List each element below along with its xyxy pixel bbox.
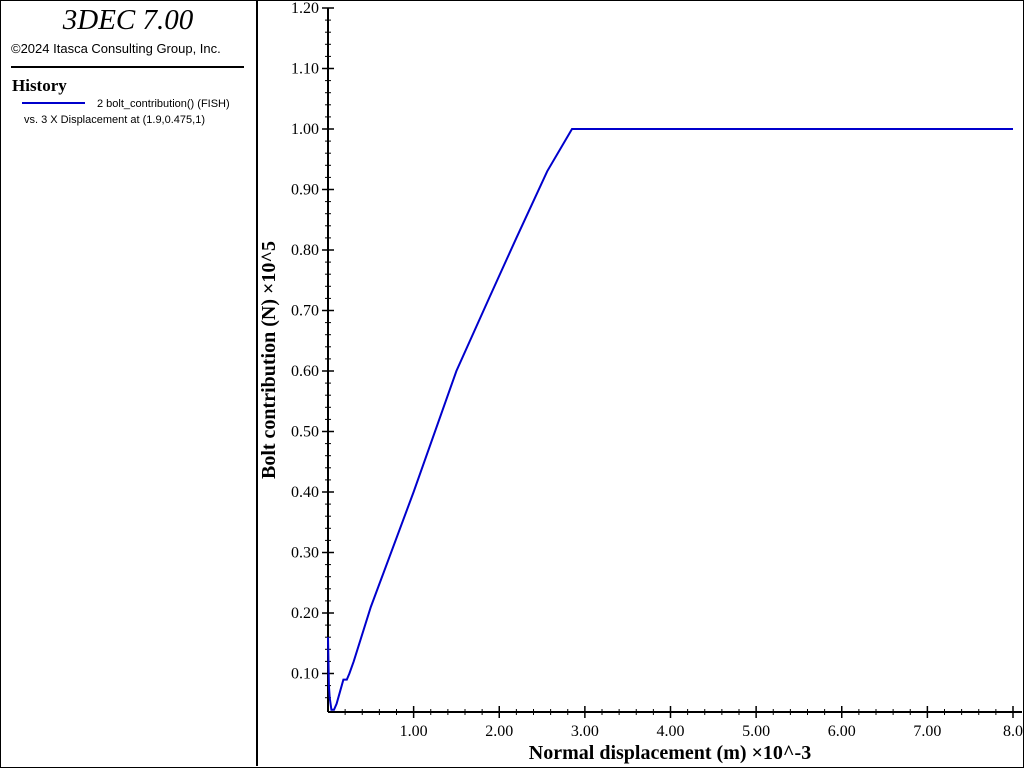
x-axis-title: Normal displacement (m) ×10^-3 (529, 742, 811, 764)
x-tick-label: 8.0 (1003, 723, 1023, 740)
x-tick-label: 5.00 (742, 723, 770, 740)
x-tick-label: 6.00 (828, 723, 856, 740)
x-tick-label: 1.00 (400, 723, 428, 740)
legend-title: History (12, 76, 67, 95)
legend-swatch (22, 102, 85, 104)
y-tick-label: 0.90 (291, 182, 319, 199)
app-title: 3DEC 7.00 (62, 4, 194, 36)
y-tick-label: 1.00 (291, 121, 319, 138)
y-tick-label: 0.70 (291, 303, 319, 320)
y-axis-title: Bolt contribution (N) ×10^5 (258, 241, 280, 479)
divider (11, 66, 244, 68)
y-tick-label: 0.10 (291, 666, 319, 683)
y-tick-label: 0.50 (291, 424, 319, 441)
y-tick-label: 0.30 (291, 545, 319, 562)
x-tick-label: 2.00 (485, 723, 513, 740)
y-tick-label: 1.10 (291, 61, 319, 78)
x-tick-label: 7.00 (913, 723, 941, 740)
legend-panel: 3DEC 7.00 ©2024 Itasca Consulting Group,… (0, 0, 258, 766)
y-tick-label: 0.80 (291, 242, 319, 259)
y-tick-label: 0.20 (291, 605, 319, 622)
x-tick-label: 4.00 (657, 723, 685, 740)
series-line (327, 128, 1013, 711)
y-tick-label: 0.60 (291, 363, 319, 380)
legend-entry-label: 2 bolt_contribution() (FISH) (97, 98, 230, 110)
y-tick-label: 0.40 (291, 484, 319, 501)
y-tick-label: 1.20 (291, 0, 319, 17)
copyright-text: ©2024 Itasca Consulting Group, Inc. (11, 41, 221, 56)
x-tick-label: 3.00 (571, 723, 599, 740)
legend-entry-sublabel: vs. 3 X Displacement at (1.9,0.475,1) (24, 114, 205, 126)
